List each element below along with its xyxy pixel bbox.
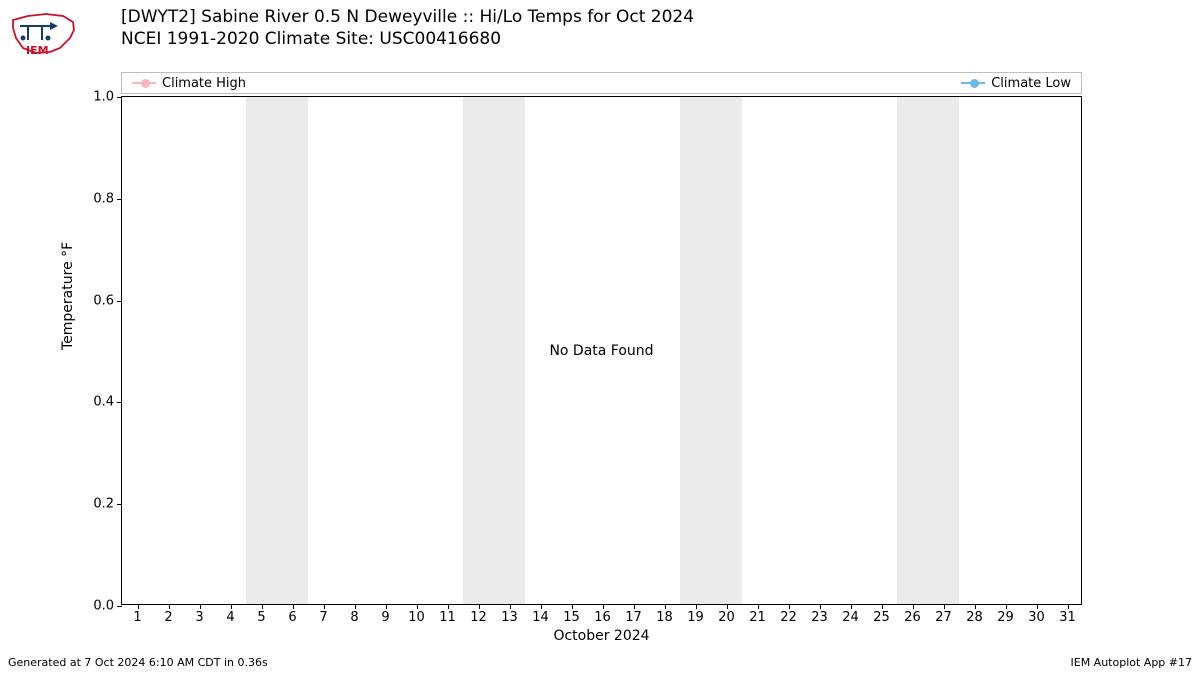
xtick-label: 7 <box>319 610 327 625</box>
legend-label-high: Climate High <box>162 76 246 91</box>
xtick-mark <box>200 604 201 609</box>
xtick-mark <box>820 604 821 609</box>
xtick-label: 16 <box>594 610 611 625</box>
xtick-mark <box>479 604 480 609</box>
title-line1: [DWYT2] Sabine River 0.5 N Deweyville ::… <box>121 6 694 28</box>
xtick-mark <box>1006 604 1007 609</box>
xtick-label: 11 <box>439 610 456 625</box>
xtick-mark <box>386 604 387 609</box>
xtick-label: 6 <box>288 610 296 625</box>
xtick-label: 5 <box>257 610 265 625</box>
xtick-mark <box>727 604 728 609</box>
y-axis-label: Temperature °F <box>60 242 76 350</box>
xtick-label: 4 <box>226 610 234 625</box>
legend-marker-high <box>132 82 156 84</box>
xtick-label: 8 <box>350 610 358 625</box>
xtick-label: 24 <box>842 610 859 625</box>
xtick-label: 17 <box>625 610 642 625</box>
ytick-label: 1.0 <box>93 90 114 105</box>
footer-generated: Generated at 7 Oct 2024 6:10 AM CDT in 0… <box>8 656 268 669</box>
xtick-label: 25 <box>873 610 890 625</box>
xtick-mark <box>975 604 976 609</box>
xtick-mark <box>789 604 790 609</box>
xtick-mark <box>572 604 573 609</box>
xtick-mark <box>138 604 139 609</box>
xtick-label: 13 <box>501 610 518 625</box>
xtick-label: 14 <box>532 610 549 625</box>
no-data-message: No Data Found <box>122 97 1081 604</box>
legend-item-high: Climate High <box>132 76 246 91</box>
footer-app: IEM Autoplot App #17 <box>1071 656 1193 669</box>
ytick-label: 0.8 <box>93 191 114 206</box>
xtick-label: 22 <box>780 610 797 625</box>
ytick-mark <box>117 97 122 98</box>
xtick-mark <box>1037 604 1038 609</box>
xtick-label: 26 <box>904 610 921 625</box>
xtick-label: 2 <box>164 610 172 625</box>
x-axis-label: October 2024 <box>121 628 1082 644</box>
ytick-label: 0.0 <box>93 599 114 614</box>
legend-marker-low <box>961 82 985 84</box>
xtick-mark <box>758 604 759 609</box>
xtick-mark <box>293 604 294 609</box>
ytick-mark <box>117 301 122 302</box>
logo-text: IEM <box>26 44 49 57</box>
xtick-mark <box>355 604 356 609</box>
xtick-mark <box>1068 604 1069 609</box>
xtick-mark <box>634 604 635 609</box>
xtick-label: 21 <box>749 610 766 625</box>
xtick-mark <box>696 604 697 609</box>
xtick-mark <box>510 604 511 609</box>
ytick-label: 0.6 <box>93 293 114 308</box>
xtick-label: 23 <box>811 610 828 625</box>
xtick-label: 20 <box>718 610 735 625</box>
xtick-mark <box>913 604 914 609</box>
chart-title: [DWYT2] Sabine River 0.5 N Deweyville ::… <box>121 6 694 50</box>
legend: Climate High Climate Low <box>121 72 1082 94</box>
xtick-label: 12 <box>470 610 487 625</box>
ytick-label: 0.4 <box>93 395 114 410</box>
xtick-mark <box>324 604 325 609</box>
xtick-mark <box>169 604 170 609</box>
ytick-mark <box>117 402 122 403</box>
xtick-mark <box>665 604 666 609</box>
xtick-label: 3 <box>195 610 203 625</box>
xtick-mark <box>417 604 418 609</box>
xtick-mark <box>262 604 263 609</box>
xtick-label: 9 <box>381 610 389 625</box>
xtick-label: 31 <box>1059 610 1076 625</box>
xtick-label: 27 <box>935 610 952 625</box>
xtick-label: 28 <box>966 610 983 625</box>
xtick-mark <box>882 604 883 609</box>
xtick-mark <box>231 604 232 609</box>
xtick-label: 18 <box>656 610 673 625</box>
xtick-label: 29 <box>997 610 1014 625</box>
legend-item-low: Climate Low <box>961 76 1071 91</box>
ytick-mark <box>117 199 122 200</box>
xtick-label: 10 <box>408 610 425 625</box>
xtick-mark <box>851 604 852 609</box>
ytick-label: 0.2 <box>93 497 114 512</box>
ytick-mark <box>117 504 122 505</box>
xtick-label: 30 <box>1028 610 1045 625</box>
xtick-mark <box>541 604 542 609</box>
plot-area: No Data Found 0.00.20.40.60.81.012345678… <box>121 96 1082 605</box>
xtick-label: 19 <box>687 610 704 625</box>
legend-label-low: Climate Low <box>991 76 1071 91</box>
iem-logo: IEM <box>8 8 78 58</box>
xtick-mark <box>448 604 449 609</box>
xtick-label: 1 <box>133 610 141 625</box>
xtick-label: 15 <box>563 610 580 625</box>
xtick-mark <box>944 604 945 609</box>
xtick-mark <box>603 604 604 609</box>
ytick-mark <box>117 606 122 607</box>
title-line2: NCEI 1991-2020 Climate Site: USC00416680 <box>121 28 694 50</box>
